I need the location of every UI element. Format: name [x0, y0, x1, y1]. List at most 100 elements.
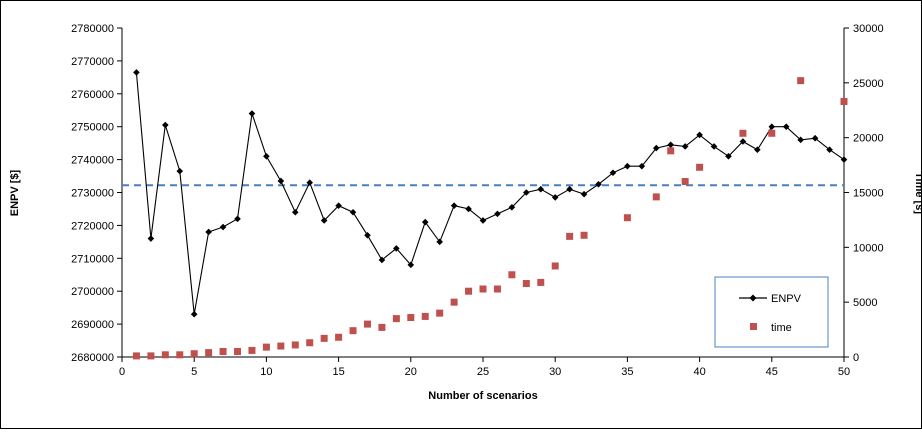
- enpv-point: [826, 146, 833, 154]
- x-tick-label: 15: [332, 366, 344, 378]
- right-axis-title: Time [s]: [913, 172, 921, 214]
- enpv-point: [219, 223, 227, 231]
- time-point: [508, 271, 516, 279]
- time-point: [465, 287, 473, 295]
- enpv-point: [566, 185, 573, 193]
- x-tick-label: 5: [191, 366, 197, 378]
- enpv-point: [595, 180, 602, 188]
- left-tick-label: 2680000: [71, 352, 114, 364]
- right-tick-label: 0: [853, 352, 859, 364]
- enpv-point: [393, 245, 400, 252]
- time-point: [551, 262, 559, 270]
- x-tick-label: 25: [477, 366, 489, 378]
- enpv-point: [320, 217, 328, 224]
- time-point: [132, 352, 140, 360]
- left-tick-label: 2770000: [71, 56, 114, 68]
- series-enpv: [133, 69, 848, 318]
- enpv-point: [797, 136, 804, 144]
- time-point: [840, 97, 848, 105]
- legend-time-square-icon: [750, 323, 757, 330]
- enpv-point: [190, 310, 198, 318]
- enpv-point: [436, 238, 443, 246]
- time-point: [392, 315, 400, 323]
- enpv-point: [306, 179, 314, 186]
- enpv-point: [407, 261, 415, 269]
- axes: [121, 28, 845, 358]
- enpv-point: [811, 134, 819, 142]
- time-point: [768, 129, 776, 137]
- x-tick-label: 10: [260, 366, 272, 378]
- time-point: [147, 352, 155, 360]
- enpv-point: [479, 217, 487, 224]
- enpv-point: [291, 208, 299, 216]
- right-tick-label: 10000: [853, 242, 884, 254]
- legend-enpv-diamond-icon: [749, 294, 757, 302]
- enpv-point: [840, 156, 848, 163]
- enpv-point: [508, 204, 516, 211]
- x-tick-label: 50: [838, 366, 850, 378]
- left-tick-label: 2740000: [71, 155, 114, 167]
- right-tick-label: 5000: [853, 297, 877, 309]
- time-point: [363, 320, 371, 328]
- enpv-point: [782, 123, 790, 130]
- enpv-point: [263, 153, 270, 160]
- enpv-point: [234, 215, 241, 223]
- time-point: [190, 350, 198, 358]
- left-tick-label: 2760000: [71, 89, 114, 101]
- legend-box: [714, 276, 829, 348]
- time-point: [277, 342, 285, 350]
- time-point: [161, 351, 169, 359]
- enpv-point: [176, 167, 184, 175]
- enpv-point: [652, 144, 660, 152]
- x-tick-label: 45: [766, 366, 778, 378]
- time-point: [248, 346, 256, 354]
- right-tick-label: 30000: [853, 23, 884, 35]
- series-time: [132, 77, 848, 360]
- enpv-point: [335, 202, 342, 209]
- enpv-point: [364, 231, 371, 239]
- left-tick-label: 2780000: [71, 23, 114, 35]
- time-point: [407, 314, 415, 322]
- time-point: [262, 343, 270, 351]
- right-tick-label: 15000: [853, 188, 884, 200]
- legend: ENPV time: [714, 276, 829, 348]
- time-point: [797, 77, 805, 85]
- enpv-point: [421, 218, 429, 226]
- time-point: [349, 327, 357, 335]
- x-tick-label: 35: [621, 366, 633, 378]
- time-point: [652, 193, 660, 201]
- time-point: [696, 163, 704, 171]
- enpv-point: [638, 162, 646, 170]
- enpv-point: [725, 153, 732, 160]
- time-point: [320, 334, 328, 342]
- time-point: [522, 280, 530, 288]
- left-tick-label: 2730000: [71, 188, 114, 200]
- enpv-point: [580, 190, 588, 198]
- enpv-point: [551, 194, 559, 201]
- time-point: [493, 285, 501, 293]
- time-point: [739, 129, 747, 137]
- left-tick-label: 2720000: [71, 220, 114, 232]
- right-axis-ticks: 0 5000 10000 15000 20000 25000 30000: [844, 23, 884, 364]
- enpv-point: [162, 121, 169, 129]
- enpv-line: [135, 72, 845, 315]
- time-point: [623, 214, 631, 222]
- time-point: [219, 348, 227, 356]
- time-point: [306, 339, 314, 347]
- enpv-point: [378, 256, 386, 264]
- enpv-point: [754, 146, 761, 154]
- enpv-point: [248, 110, 256, 117]
- x-tick-label: 30: [549, 366, 561, 378]
- left-tick-label: 2710000: [71, 253, 114, 265]
- enpv-point: [277, 177, 285, 185]
- left-axis-title: ENPV [$]: [9, 169, 21, 216]
- enpv-point: [450, 202, 458, 209]
- time-point: [234, 348, 242, 356]
- time-point: [291, 341, 299, 349]
- enpv-point: [768, 123, 776, 130]
- legend-time-label: time: [771, 322, 792, 334]
- enpv-point: [609, 169, 617, 177]
- enpv-point: [739, 138, 747, 145]
- time-point: [580, 231, 588, 239]
